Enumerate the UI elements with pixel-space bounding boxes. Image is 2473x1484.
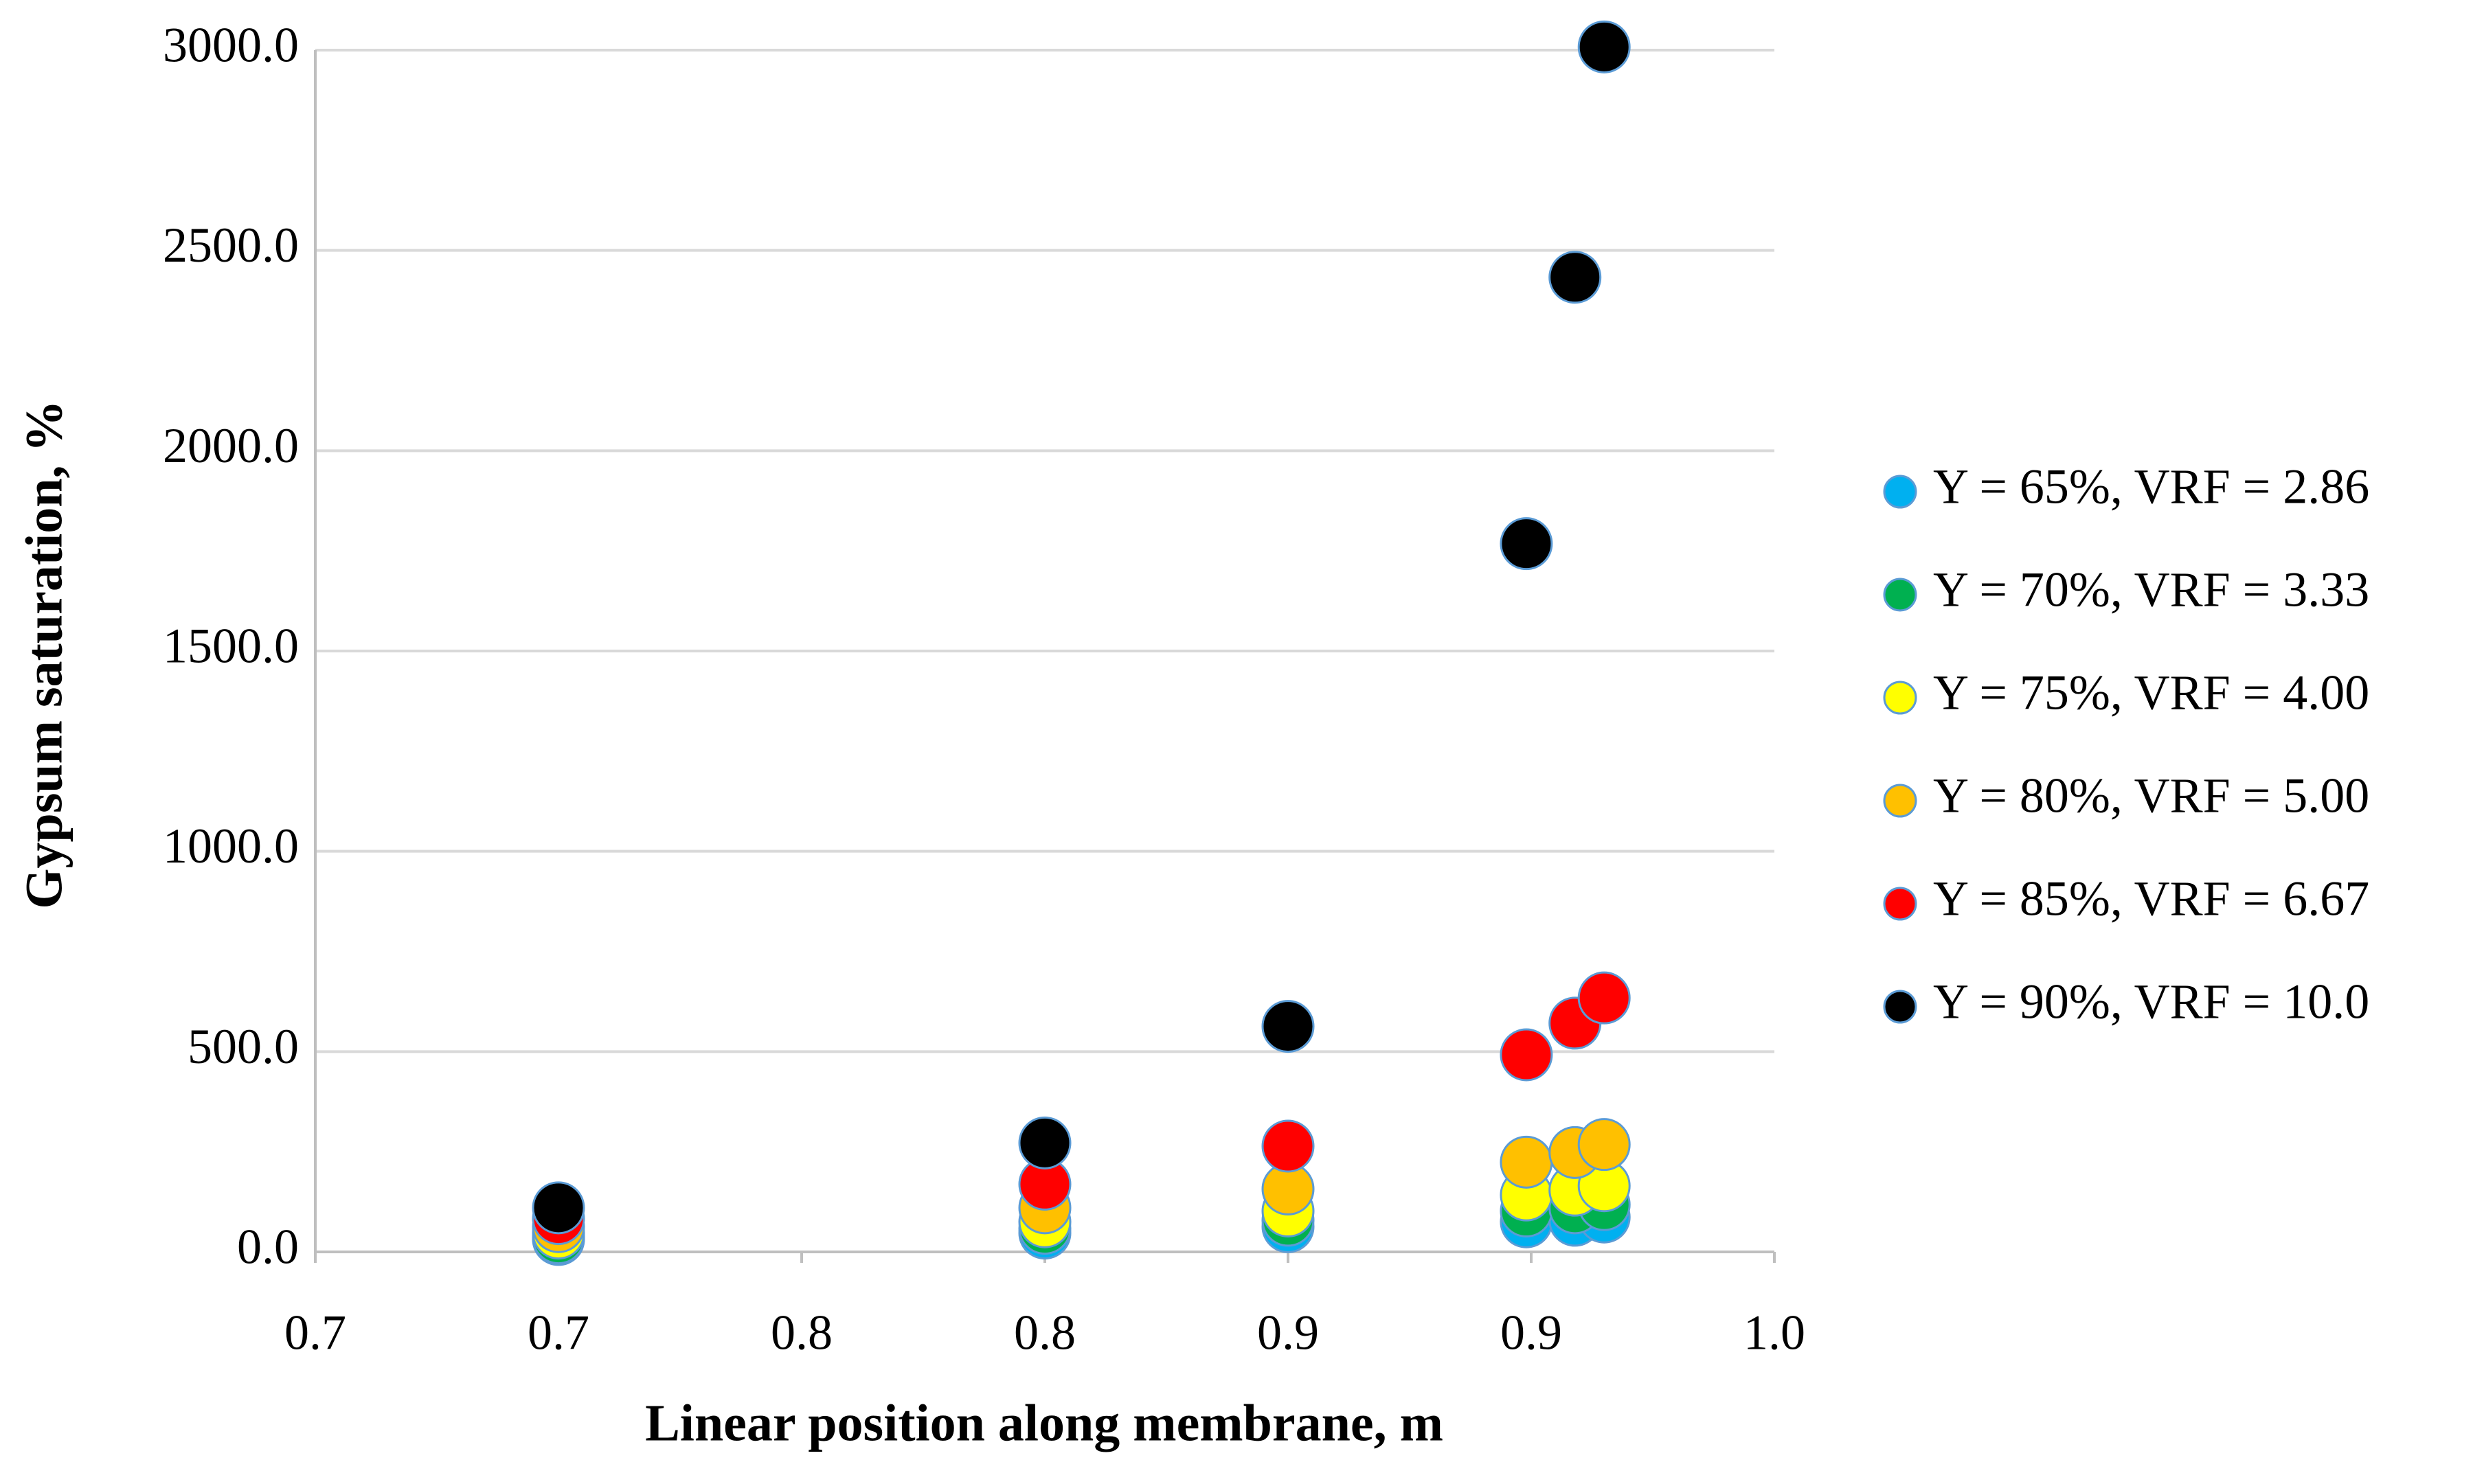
x-axis-title: Linear position along membrane, m <box>645 1394 1443 1452</box>
x-tick-label: 1.0 <box>1743 1305 1805 1360</box>
x-tick-label: 0.9 <box>1500 1305 1562 1360</box>
legend-label: Y = 80%, VRF = 5.00 <box>1933 768 2369 823</box>
x-tick-label: 0.7 <box>284 1305 346 1360</box>
point <box>532 1181 585 1235</box>
y-axis-title: Gypsum saturation, % <box>15 400 73 909</box>
point <box>1577 971 1631 1025</box>
point <box>1548 251 1602 304</box>
legend-marker <box>1883 681 1917 715</box>
point <box>1261 1000 1315 1053</box>
point <box>1261 1119 1315 1173</box>
legend-label: Y = 70%, VRF = 3.33 <box>1933 562 2369 617</box>
y-tick-label: 2000.0 <box>163 418 299 473</box>
point <box>1577 20 1631 73</box>
point <box>1577 1118 1631 1172</box>
x-tick-label: 0.8 <box>771 1305 833 1360</box>
x-tick-label: 0.8 <box>1014 1305 1076 1360</box>
y-tick-label: 2500.0 <box>163 218 299 273</box>
x-tick-label: 0.7 <box>528 1305 589 1360</box>
y-tick-label: 500.0 <box>188 1019 299 1074</box>
point <box>1500 517 1553 571</box>
point <box>1500 1135 1553 1189</box>
y-tick-label: 1000.0 <box>163 819 299 874</box>
point <box>1018 1116 1072 1169</box>
legend-label: Y = 85%, VRF = 6.67 <box>1933 871 2369 926</box>
legend-marker <box>1883 887 1917 921</box>
legend-marker <box>1883 784 1917 818</box>
legend-marker <box>1883 990 1917 1024</box>
y-tick-label: 1500.0 <box>163 619 299 674</box>
legend-marker <box>1883 475 1917 509</box>
x-tick-label: 0.9 <box>1257 1305 1319 1360</box>
legend-label: Y = 65%, VRF = 2.86 <box>1933 459 2369 514</box>
y-tick-label: 3000.0 <box>163 18 299 73</box>
legend-marker <box>1883 578 1917 612</box>
legend-label: Y = 90%, VRF = 10.0 <box>1933 974 2369 1029</box>
y-tick-label: 0.0 <box>237 1220 299 1275</box>
point <box>1500 1028 1553 1082</box>
legend-label: Y = 75%, VRF = 4.00 <box>1933 665 2369 720</box>
